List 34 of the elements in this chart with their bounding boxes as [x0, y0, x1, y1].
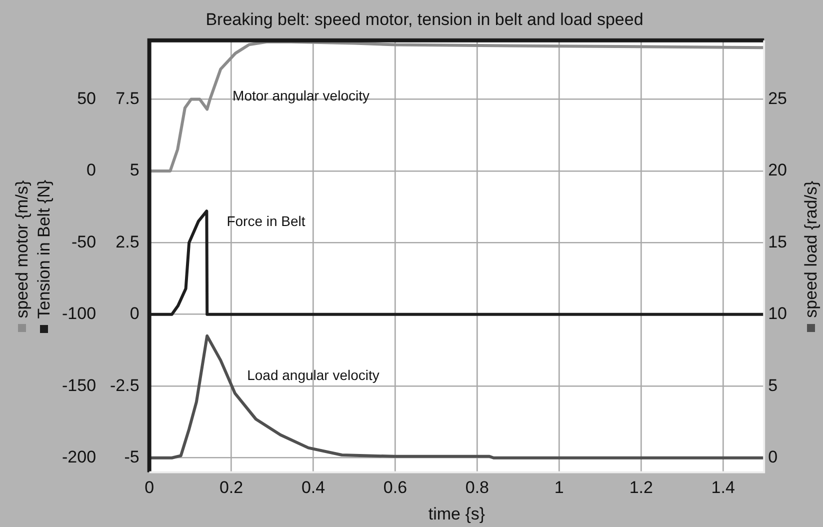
x-tick-label: 1.2 [629, 478, 653, 498]
x-tick-label: 0 [144, 478, 154, 498]
x-axis-title: time {s} [428, 504, 486, 524]
y-tick-label: -50 [71, 232, 96, 252]
y2-tick-label: 20 [768, 160, 788, 180]
series-label: Load angular velocity [247, 366, 380, 383]
y2-tick-label: 15 [768, 232, 788, 252]
y2-tick-label: 5 [768, 376, 778, 395]
y3-axis-title: Tension in Belt {N} [34, 180, 54, 319]
x-tick-label: 0.2 [219, 478, 244, 498]
x-tick-label: 0.8 [465, 478, 490, 498]
y2-axis-title: speed load {rad/s} [802, 180, 821, 318]
y3-tick-label: 5 [130, 160, 140, 180]
y2-tick-label: 0 [768, 448, 778, 467]
x-tick-label: 1.4 [711, 478, 735, 498]
series-label: Force in Belt [226, 212, 306, 229]
x-tick-label: 1 [554, 478, 564, 498]
y2-tick-label: 10 [768, 304, 788, 324]
x-tick-label: 0.6 [383, 478, 408, 498]
y-axis-title: speed motor {m/s} [12, 180, 32, 318]
y-tick-label: 0 [86, 160, 96, 180]
y2-tick-label: 25 [768, 88, 788, 108]
y3-tick-label: -5 [124, 448, 140, 467]
y3-tick-label: 2.5 [116, 232, 140, 252]
series-label: Motor angular velocity [232, 88, 370, 104]
y-tick-label: -200 [62, 448, 96, 467]
y-tick-label: 50 [77, 88, 96, 108]
x-tick-label: 0.4 [301, 478, 326, 498]
y3-tick-label: -2.5 [110, 376, 140, 395]
y3-tick-label: 0 [130, 304, 140, 324]
y-tick-label: -150 [62, 376, 96, 395]
chart-title: Breaking belt: speed motor, tension in belt and load speed [206, 10, 644, 29]
y-tick-label: -100 [62, 304, 96, 324]
y3-tick-label: 7.5 [116, 88, 140, 108]
